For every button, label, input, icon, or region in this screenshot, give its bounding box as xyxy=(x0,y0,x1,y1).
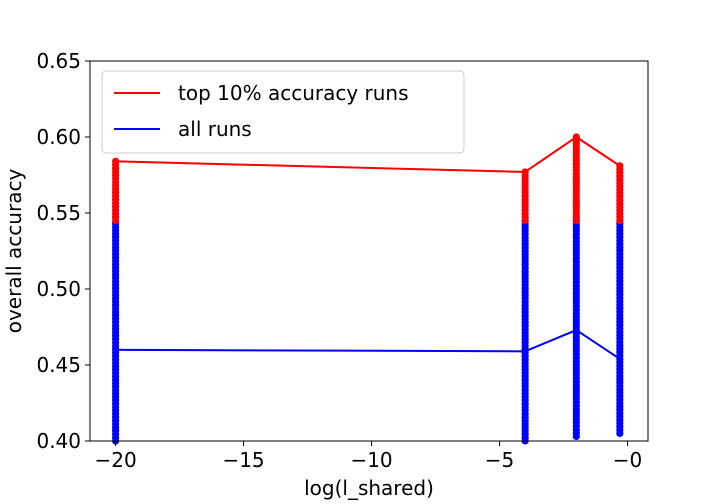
legend-label-all: all runs xyxy=(178,117,252,141)
y-tick-label-3: 0.55 xyxy=(36,201,81,225)
scatter-point-top10-2-25 xyxy=(572,217,580,225)
axes-frame xyxy=(89,60,649,442)
legend-box xyxy=(101,70,465,154)
y-tick-label-0: 0.40 xyxy=(36,429,81,453)
series-line-all xyxy=(115,329,621,360)
y-tick-label-2: 0.50 xyxy=(36,277,81,301)
scatter-point-top10-1-14 xyxy=(521,217,529,225)
scatter-point-top10-3-16 xyxy=(616,217,624,225)
y-axis-label: overall accuracy xyxy=(2,169,26,334)
scatter-point-all-2-63 xyxy=(572,432,580,441)
y-tick-label-1: 0.45 xyxy=(36,353,81,377)
legend: top 10% accuracy runs all runs xyxy=(101,70,465,154)
axis-ticks: −20 −15 −10 −5 −0 0.40 0.45 0.50 0.55 0.60 0.65 xyxy=(36,49,642,472)
x-tick-label-4: −0 xyxy=(613,448,642,472)
series-line-top10 xyxy=(115,136,621,173)
scatter-point-all-3-62 xyxy=(616,429,624,437)
x-tick-label-2: −10 xyxy=(350,448,392,472)
x-axis-label: log(l_shared) xyxy=(304,476,434,500)
plot-area xyxy=(112,133,624,445)
x-tick-label-3: −5 xyxy=(485,448,514,472)
y-tick-label-4: 0.60 xyxy=(36,125,81,149)
scatter-point-top10-0-17 xyxy=(112,217,120,225)
legend-label-top10: top 10% accuracy runs xyxy=(178,81,409,105)
x-tick-label-0: −20 xyxy=(94,448,136,472)
x-tick-label-1: −15 xyxy=(222,448,264,472)
y-tick-label-5: 0.65 xyxy=(36,49,81,73)
